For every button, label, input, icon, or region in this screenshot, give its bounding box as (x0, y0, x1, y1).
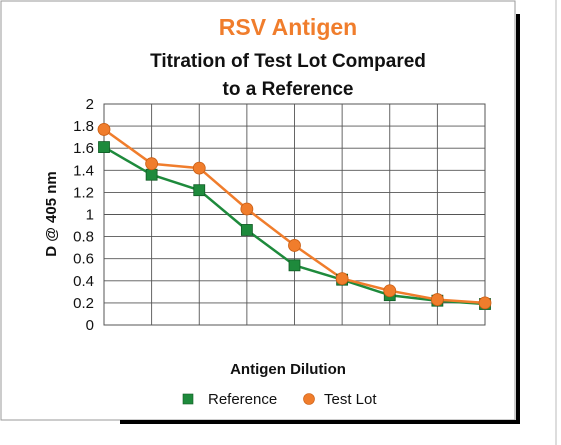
y-tick-label: 1.4 (73, 162, 94, 179)
data-point-reference (98, 141, 110, 153)
data-point-test-lot (145, 157, 159, 171)
y-tick-label: 0.8 (73, 229, 94, 246)
legend-item-test-lot: Test Lot (303, 391, 377, 408)
chart-title-line-2: to a Reference (223, 79, 354, 100)
legend-label-reference: Reference (208, 391, 277, 408)
y-tick-label: 1 (86, 207, 94, 224)
data-point-test-lot (383, 284, 397, 298)
chart-supertitle: RSV Antigen (219, 14, 357, 40)
y-tick-label: 1.2 (73, 184, 94, 201)
legend-item-reference: Reference (182, 391, 277, 408)
y-axis-label: D @ 405 nm (43, 171, 60, 257)
data-point-test-lot (478, 296, 492, 310)
y-tick-label: 2 (86, 96, 94, 113)
y-tick-label: 0.6 (73, 251, 94, 268)
y-tick-label: 1.6 (73, 140, 94, 157)
chart-title-line-1: Titration of Test Lot Compared (150, 51, 426, 72)
legend-label-test-lot: Test Lot (324, 391, 377, 408)
data-point-test-lot (430, 293, 444, 306)
y-tick-label: 0.2 (73, 295, 94, 312)
legend: Reference Test Lot (182, 391, 377, 408)
data-point-test-lot (335, 272, 349, 285)
y-tick-label: 1.8 (73, 118, 94, 135)
data-point-reference (240, 224, 253, 236)
legend-marker-reference (182, 393, 194, 405)
data-point-reference (288, 259, 301, 272)
data-point-test-lot (97, 123, 111, 136)
legend-marker-test-lot (303, 393, 315, 405)
y-tick-label: 0 (86, 317, 94, 334)
y-tick-label: 0.4 (73, 273, 94, 290)
plot-area: 0 0.2 0.4 0.6 0.8 1 1.2 1.4 1.6 1.8 2 (73, 96, 492, 334)
data-point-reference (193, 184, 206, 197)
data-point-test-lot (288, 239, 301, 252)
data-point-test-lot (192, 161, 206, 175)
data-point-test-lot (240, 202, 254, 216)
x-axis-label: Antigen Dilution (230, 361, 346, 378)
data-point-reference (145, 168, 158, 181)
